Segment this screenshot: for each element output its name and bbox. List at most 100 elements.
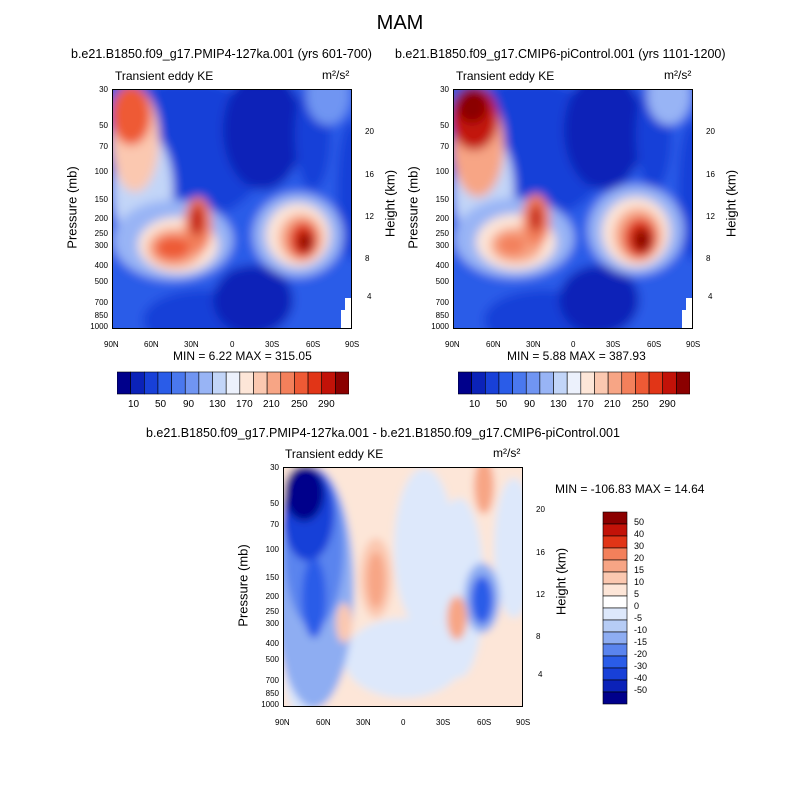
colorbar-swatch: [566, 371, 582, 395]
colorbar-3-label: 40: [634, 529, 645, 539]
colorbar-swatch: [602, 607, 628, 621]
panel2-y-tick: 200: [435, 214, 449, 223]
panel3-heatmap: [284, 468, 522, 706]
panel1-plot-area: [112, 89, 352, 329]
panel3-z-tick: 4: [538, 670, 543, 679]
colorbar-swatch: [635, 371, 650, 395]
colorbar-swatch: [212, 371, 227, 395]
panel3-x-tick: 0: [401, 718, 406, 727]
colorbar-swatch: [602, 643, 628, 657]
page-title: MAM: [376, 12, 424, 34]
colorbar-swatch: [648, 371, 664, 395]
panel3-y-tick: 200: [265, 592, 279, 601]
colorbar-2-label: 50: [496, 399, 508, 410]
panel3-y-tick: 100: [265, 545, 279, 554]
colorbar-swatch: [602, 655, 628, 669]
panel2-stats: MIN = 5.88 MAX = 387.93: [507, 349, 646, 363]
colorbar-3-label: -30: [634, 661, 648, 671]
colorbar-3-label: -15: [634, 637, 648, 647]
colorbar-swatch: [458, 371, 472, 395]
colorbar-swatch: [525, 371, 541, 395]
colorbar-1-label: 10: [128, 399, 140, 410]
panel1-z-tick: 20: [365, 127, 374, 136]
colorbar-swatch: [621, 371, 636, 395]
colorbar-swatch: [662, 371, 677, 395]
panel3-y-tick: 250: [265, 607, 279, 616]
panel1-x-tick: 30N: [184, 340, 199, 349]
panel2-x-tick: 0: [571, 340, 576, 349]
panel2-y-tick: 300: [435, 241, 449, 250]
panel1-y-tick: 500: [94, 277, 108, 286]
panel2-unit-label: m²/s²: [664, 68, 692, 82]
panel1-x-tick: 90S: [345, 340, 360, 349]
panel1-y-tick: 700: [94, 298, 108, 307]
colorbar-3: [602, 511, 628, 705]
panel2-x-tick: 30S: [606, 340, 621, 349]
colorbar-1-label: 170: [236, 399, 253, 410]
panel1-unit-label: m²/s²: [322, 68, 350, 82]
panel1-y-tick: 150: [94, 195, 108, 204]
colorbar-3-label: -50: [634, 685, 648, 695]
panel2-z-tick: 12: [706, 212, 715, 221]
panel3-y-tick: 30: [270, 463, 279, 472]
colorbar-3-label: 0: [634, 601, 640, 611]
panel1-x-tick: 30S: [265, 340, 280, 349]
panel3-left-label: Transient eddy KE: [285, 447, 384, 461]
colorbar-1-label: 250: [291, 399, 308, 410]
colorbar-swatch: [484, 371, 500, 395]
colorbar-3-label: 30: [634, 541, 645, 551]
colorbar-swatch: [602, 667, 628, 681]
panel1-y-tick: 30: [99, 85, 108, 94]
panel3-x-tick: 90N: [275, 718, 290, 727]
panel1-y2-axis-label: Height (km): [382, 169, 398, 238]
panel2-z-tick: 8: [706, 254, 711, 263]
colorbar-swatch: [602, 559, 628, 573]
panel2-y-tick: 1000: [431, 322, 449, 331]
panel1-y-axis-label: Pressure (mb): [64, 166, 80, 249]
colorbar-swatch: [335, 371, 349, 395]
panel3-y-tick: 300: [265, 619, 279, 628]
panel1-subtitle: b.e21.B1850.f09_g17.PMIP4-127ka.001 (yrs…: [71, 47, 372, 61]
panel3-z-tick: 8: [536, 632, 541, 641]
colorbar-swatch: [307, 371, 323, 395]
panel3-y-tick: 150: [265, 573, 279, 582]
panel1-x-tick: 0: [230, 340, 235, 349]
panel1-y-tick: 250: [94, 229, 108, 238]
colorbar-1-label: 210: [263, 399, 280, 410]
panel2-z-tick: 4: [708, 292, 713, 301]
colorbar-3-label: -10: [634, 625, 648, 635]
panel2-y-tick: 250: [435, 229, 449, 238]
colorbar-swatch: [198, 371, 213, 395]
panel2-y-tick: 100: [435, 167, 449, 176]
panel3-unit-label: m²/s²: [493, 446, 521, 460]
colorbar-swatch: [602, 511, 628, 525]
panel1-y-tick: 1000: [90, 322, 108, 331]
colorbar-1: [117, 371, 349, 395]
panel3-y2-axis-label: Height (km): [553, 547, 569, 616]
colorbar-1-label: 50: [155, 399, 167, 410]
panel3-z-tick: 12: [536, 590, 545, 599]
colorbar-swatch: [602, 619, 628, 633]
colorbar-swatch: [602, 583, 628, 597]
panel3-y-tick: 850: [265, 689, 279, 698]
panel2-z-tick: 20: [706, 127, 715, 136]
colorbar-swatch: [253, 371, 268, 395]
colorbar-2-label: 170: [577, 399, 594, 410]
colorbar-swatch: [602, 631, 628, 645]
colorbar-swatch: [602, 523, 628, 537]
panel2-y-axis-label: Pressure (mb): [405, 166, 421, 249]
panel2-x-tick: 30N: [526, 340, 541, 349]
panel1-y-tick: 70: [99, 142, 108, 151]
colorbar-swatch: [512, 371, 527, 395]
colorbar-swatch: [321, 371, 336, 395]
colorbar-swatch: [602, 547, 628, 561]
panel3-x-tick: 60S: [477, 718, 492, 727]
colorbar-3-labels: 50 40 30 20 15 10 5 0 -5 -10 -15 -20 -30…: [634, 511, 674, 705]
panel1-y-tick: 400: [94, 261, 108, 270]
panel3-x-tick: 30N: [356, 718, 371, 727]
panel2-y-tick: 50: [440, 121, 449, 130]
panel2-z-tick: 16: [706, 170, 715, 179]
colorbar-swatch: [602, 595, 628, 609]
panel2-y-tick: 500: [435, 277, 449, 286]
panel3-y-tick: 1000: [261, 700, 279, 709]
